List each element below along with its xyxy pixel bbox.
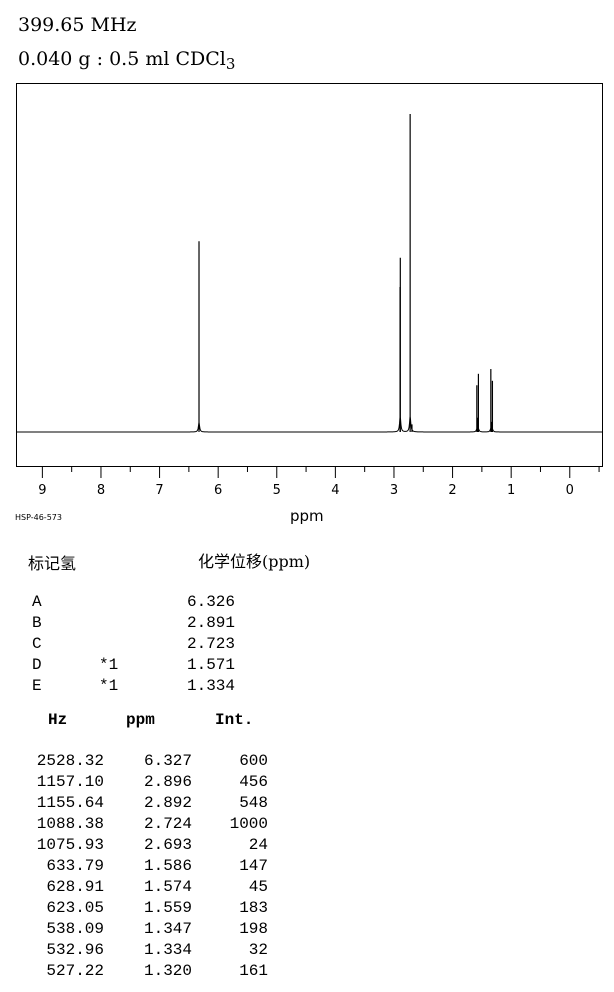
peak-int: 548 (239, 794, 268, 812)
peak-table-int-header: Int. (215, 711, 254, 729)
peak-lines (198, 114, 494, 432)
peak-ppm: 1.559 (143, 899, 192, 917)
peak-table-hz-header: Hz (48, 711, 68, 729)
spectrum-trace (16, 416, 602, 433)
x-tick-label: 9 (38, 483, 46, 498)
nmr-spectrum-chart: 9 8 7 6 5 4 3 2 1 0 (16, 83, 603, 498)
sample-description: 0.040 g : 0.5 ml CDCl3 (18, 48, 236, 73)
peak-int: 32 (248, 941, 268, 959)
peak-int: 183 (239, 899, 268, 917)
peak-hz: 527.22 (46, 962, 104, 980)
x-tick-label: 8 (97, 483, 105, 498)
peak-ppm: 1.586 (143, 857, 192, 875)
x-tick-label: 5 (273, 483, 281, 498)
x-axis-tick-labels: 9 8 7 6 5 4 3 2 1 0 (38, 483, 574, 498)
x-tick-label: 0 (566, 483, 574, 498)
assignment-label: E (32, 677, 42, 695)
peak-int: 45 (248, 878, 268, 896)
assignment-shift-header: 化学位移(ppm) (198, 552, 311, 571)
assignment-note: *1 (99, 677, 119, 695)
peak-hz: 538.09 (46, 920, 104, 938)
peak-ppm: 1.574 (143, 878, 192, 896)
peak-hz: 633.79 (46, 857, 104, 875)
sample-main: 0.040 g : 0.5 ml CDCl (18, 48, 226, 70)
assignment-note: *1 (99, 656, 119, 674)
assignment-value: 6.326 (187, 593, 236, 611)
peak-hz: 628.91 (46, 878, 104, 896)
peak-int: 24 (248, 836, 268, 854)
peak-ppm: 1.320 (143, 962, 192, 980)
assignment-value: 2.891 (187, 614, 236, 632)
x-axis-label: ppm (290, 507, 324, 525)
peak-hz: 1075.93 (36, 836, 104, 854)
sample-subscript: 3 (225, 55, 236, 73)
peak-ppm: 2.896 (143, 773, 192, 791)
peak-hz: 1088.38 (36, 815, 104, 833)
peak-ppm: 1.334 (143, 941, 192, 959)
peak-ppm: 2.892 (143, 794, 192, 812)
peak-hz: 1157.10 (36, 773, 104, 791)
assignment-label: A (32, 593, 42, 611)
assignment-label-header: 标记氢 (28, 554, 77, 573)
x-tick-label: 3 (390, 483, 398, 498)
peak-int: 600 (239, 752, 268, 770)
x-tick-label: 4 (331, 483, 339, 498)
assignment-label: D (32, 656, 42, 674)
spectrometer-frequency: 399.65 MHz (18, 14, 137, 36)
peak-ppm: 2.724 (143, 815, 192, 833)
peak-hz: 623.05 (46, 899, 104, 917)
assignment-label: C (32, 635, 42, 653)
peak-hz: 532.96 (46, 941, 104, 959)
x-tick-label: 2 (448, 483, 456, 498)
peak-int: 198 (239, 920, 268, 938)
peak-ppm: 6.327 (143, 752, 192, 770)
peak-hz: 1155.64 (36, 794, 104, 812)
peak-int: 456 (239, 773, 268, 791)
x-tick-label: 7 (155, 483, 163, 498)
assignment-value: 1.571 (187, 656, 236, 674)
peak-int: 161 (239, 962, 268, 980)
x-tick-label: 1 (507, 483, 515, 498)
peak-hz: 2528.32 (36, 752, 104, 770)
peak-ppm: 2.693 (143, 836, 192, 854)
assignment-value: 1.334 (187, 677, 236, 695)
peak-int: 1000 (229, 815, 268, 833)
x-axis-ticks (41, 466, 600, 478)
plot-frame (16, 83, 603, 467)
peak-ppm: 1.347 (143, 920, 192, 938)
assignment-label: B (32, 614, 42, 632)
spectrum-code: HSP-46-573 (15, 513, 62, 522)
assignment-value: 2.723 (187, 635, 236, 653)
peak-int: 147 (239, 857, 268, 875)
peak-table-ppm-header: ppm (126, 711, 155, 729)
x-tick-label: 6 (214, 483, 222, 498)
